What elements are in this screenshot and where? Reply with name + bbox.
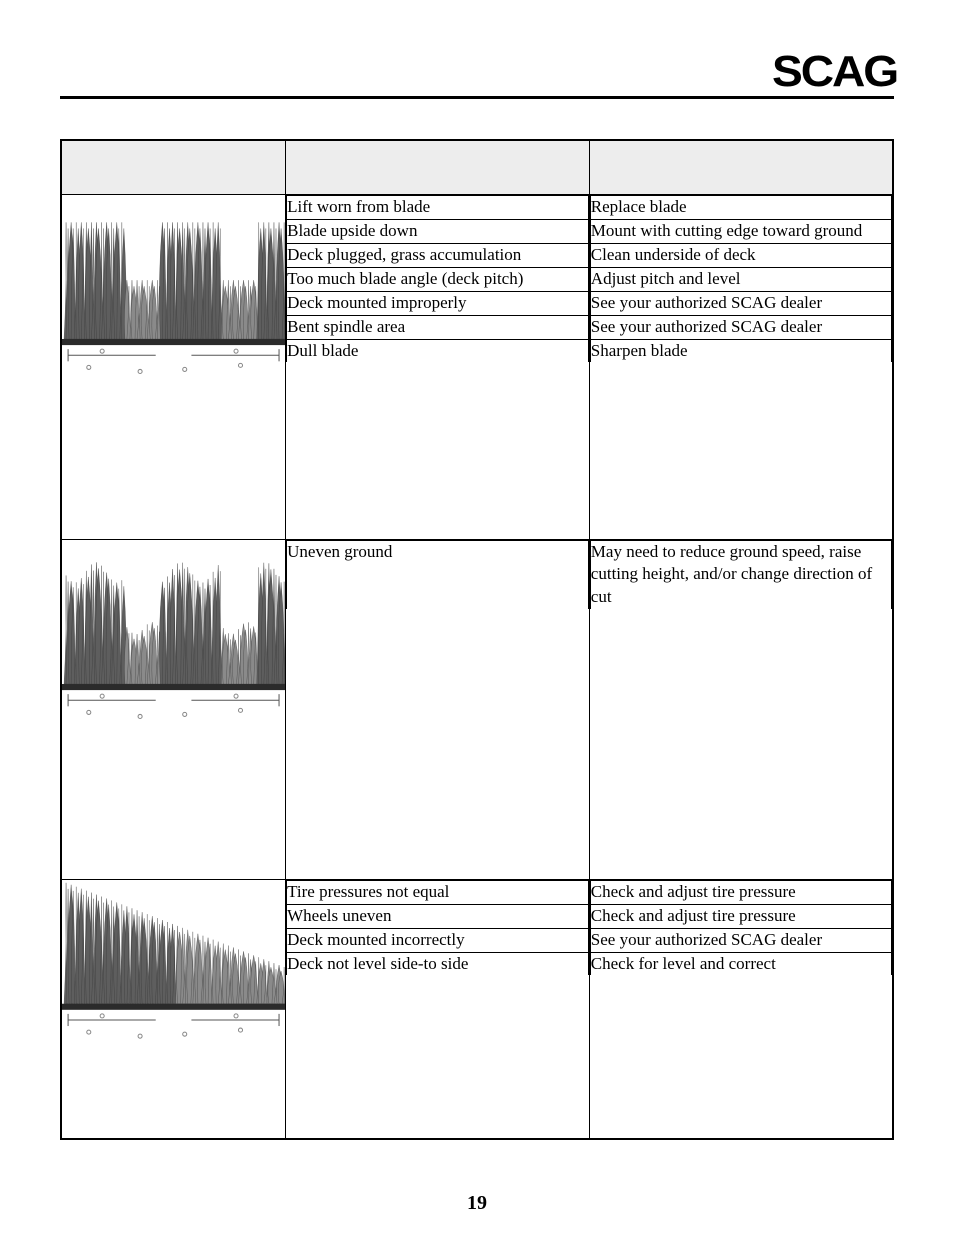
cause-cell: Deck mounted improperly (287, 291, 589, 315)
header-rule: SCAG (60, 50, 894, 99)
table-row: Check and adjust tire pressure (590, 880, 891, 904)
grass-diagram (62, 195, 285, 378)
table-row: May need to reduce ground speed, raise c… (590, 540, 891, 609)
trouble-group: Lift worn from bladeBlade upside downDec… (61, 194, 893, 539)
table-row: Tire pressures not equal (287, 880, 589, 904)
remedy-list: Check and adjust tire pressureCheck and … (590, 880, 892, 976)
table-row: Deck mounted improperly (287, 291, 589, 315)
remedy-cell: Check and adjust tire pressure (590, 880, 891, 904)
remedy-cell: Mount with cutting edge toward ground (590, 219, 891, 243)
cause-cell: Tire pressures not equal (287, 880, 589, 904)
table-row: Mount with cutting edge toward ground (590, 219, 891, 243)
table-row: Deck not level side-to side (287, 952, 589, 975)
cause-cell: Uneven ground (287, 540, 589, 609)
table-row: See your authorized SCAG dealer (590, 291, 891, 315)
table-row: Replace blade (590, 195, 891, 219)
diagram-cell (61, 879, 286, 1139)
cause-column: Tire pressures not equalWheels unevenDec… (286, 879, 590, 1139)
diagram-cell (61, 539, 286, 879)
cause-list: Tire pressures not equalWheels unevenDec… (286, 880, 589, 976)
cause-cell: Deck plugged, grass accumulation (287, 243, 589, 267)
brand-logo: SCAG (772, 50, 897, 94)
remedy-cell: See your authorized SCAG dealer (590, 291, 891, 315)
grass-diagram (62, 880, 285, 1042)
cause-cell: Wheels uneven (287, 904, 589, 928)
table-header-condition (61, 140, 286, 194)
remedy-list: Replace bladeMount with cutting edge tow… (590, 195, 892, 363)
remedy-cell: May need to reduce ground speed, raise c… (590, 540, 891, 609)
table-row: See your authorized SCAG dealer (590, 928, 891, 952)
diagram-cell (61, 194, 286, 539)
table-row: Sharpen blade (590, 339, 891, 362)
cause-cell: Deck not level side-to side (287, 952, 589, 975)
table-header-remedy (589, 140, 893, 194)
cause-cell: Dull blade (287, 339, 589, 362)
table-row: Deck plugged, grass accumulation (287, 243, 589, 267)
table-row: Wheels uneven (287, 904, 589, 928)
grass-diagram (62, 540, 285, 723)
table-row: Check and adjust tire pressure (590, 904, 891, 928)
cause-cell: Too much blade angle (deck pitch) (287, 267, 589, 291)
remedy-column: May need to reduce ground speed, raise c… (589, 539, 893, 879)
cause-column: Lift worn from bladeBlade upside downDec… (286, 194, 590, 539)
diagram-wrap (62, 195, 285, 378)
table-row: Too much blade angle (deck pitch) (287, 267, 589, 291)
remedy-cell: Check and adjust tire pressure (590, 904, 891, 928)
page-number: 19 (0, 1192, 954, 1215)
remedy-cell: Check for level and correct (590, 952, 891, 975)
table-row: Uneven ground (287, 540, 589, 609)
diagram-wrap (62, 880, 285, 1042)
cause-cell: Lift worn from blade (287, 195, 589, 219)
remedy-cell: Sharpen blade (590, 339, 891, 362)
diagram-wrap (62, 540, 285, 723)
remedy-cell: Adjust pitch and level (590, 267, 891, 291)
table-header-row (61, 140, 893, 194)
table-row: Clean underside of deck (590, 243, 891, 267)
table-row: Check for level and correct (590, 952, 891, 975)
remedy-cell: Clean underside of deck (590, 243, 891, 267)
trouble-group: Tire pressures not equalWheels unevenDec… (61, 879, 893, 1139)
table-row: See your authorized SCAG dealer (590, 315, 891, 339)
trouble-group: Uneven ground May need to reduce ground … (61, 539, 893, 879)
table-row: Bent spindle area (287, 315, 589, 339)
remedy-list: May need to reduce ground speed, raise c… (590, 540, 892, 610)
table-header-cause (286, 140, 590, 194)
remedy-cell: See your authorized SCAG dealer (590, 928, 891, 952)
remedy-cell: Replace blade (590, 195, 891, 219)
remedy-column: Check and adjust tire pressureCheck and … (589, 879, 893, 1139)
page: SCAG Lift worn from bla (0, 0, 954, 1235)
troubleshooting-table: Lift worn from bladeBlade upside downDec… (60, 139, 894, 1140)
cause-cell: Blade upside down (287, 219, 589, 243)
table-row: Adjust pitch and level (590, 267, 891, 291)
remedy-column: Replace bladeMount with cutting edge tow… (589, 194, 893, 539)
table-row: Lift worn from blade (287, 195, 589, 219)
table-row: Blade upside down (287, 219, 589, 243)
remedy-cell: See your authorized SCAG dealer (590, 315, 891, 339)
cause-cell: Deck mounted incorrectly (287, 928, 589, 952)
cause-list: Uneven ground (286, 540, 589, 610)
cause-cell: Bent spindle area (287, 315, 589, 339)
table-row: Dull blade (287, 339, 589, 362)
cause-column: Uneven ground (286, 539, 590, 879)
table-row: Deck mounted incorrectly (287, 928, 589, 952)
cause-list: Lift worn from bladeBlade upside downDec… (286, 195, 589, 363)
